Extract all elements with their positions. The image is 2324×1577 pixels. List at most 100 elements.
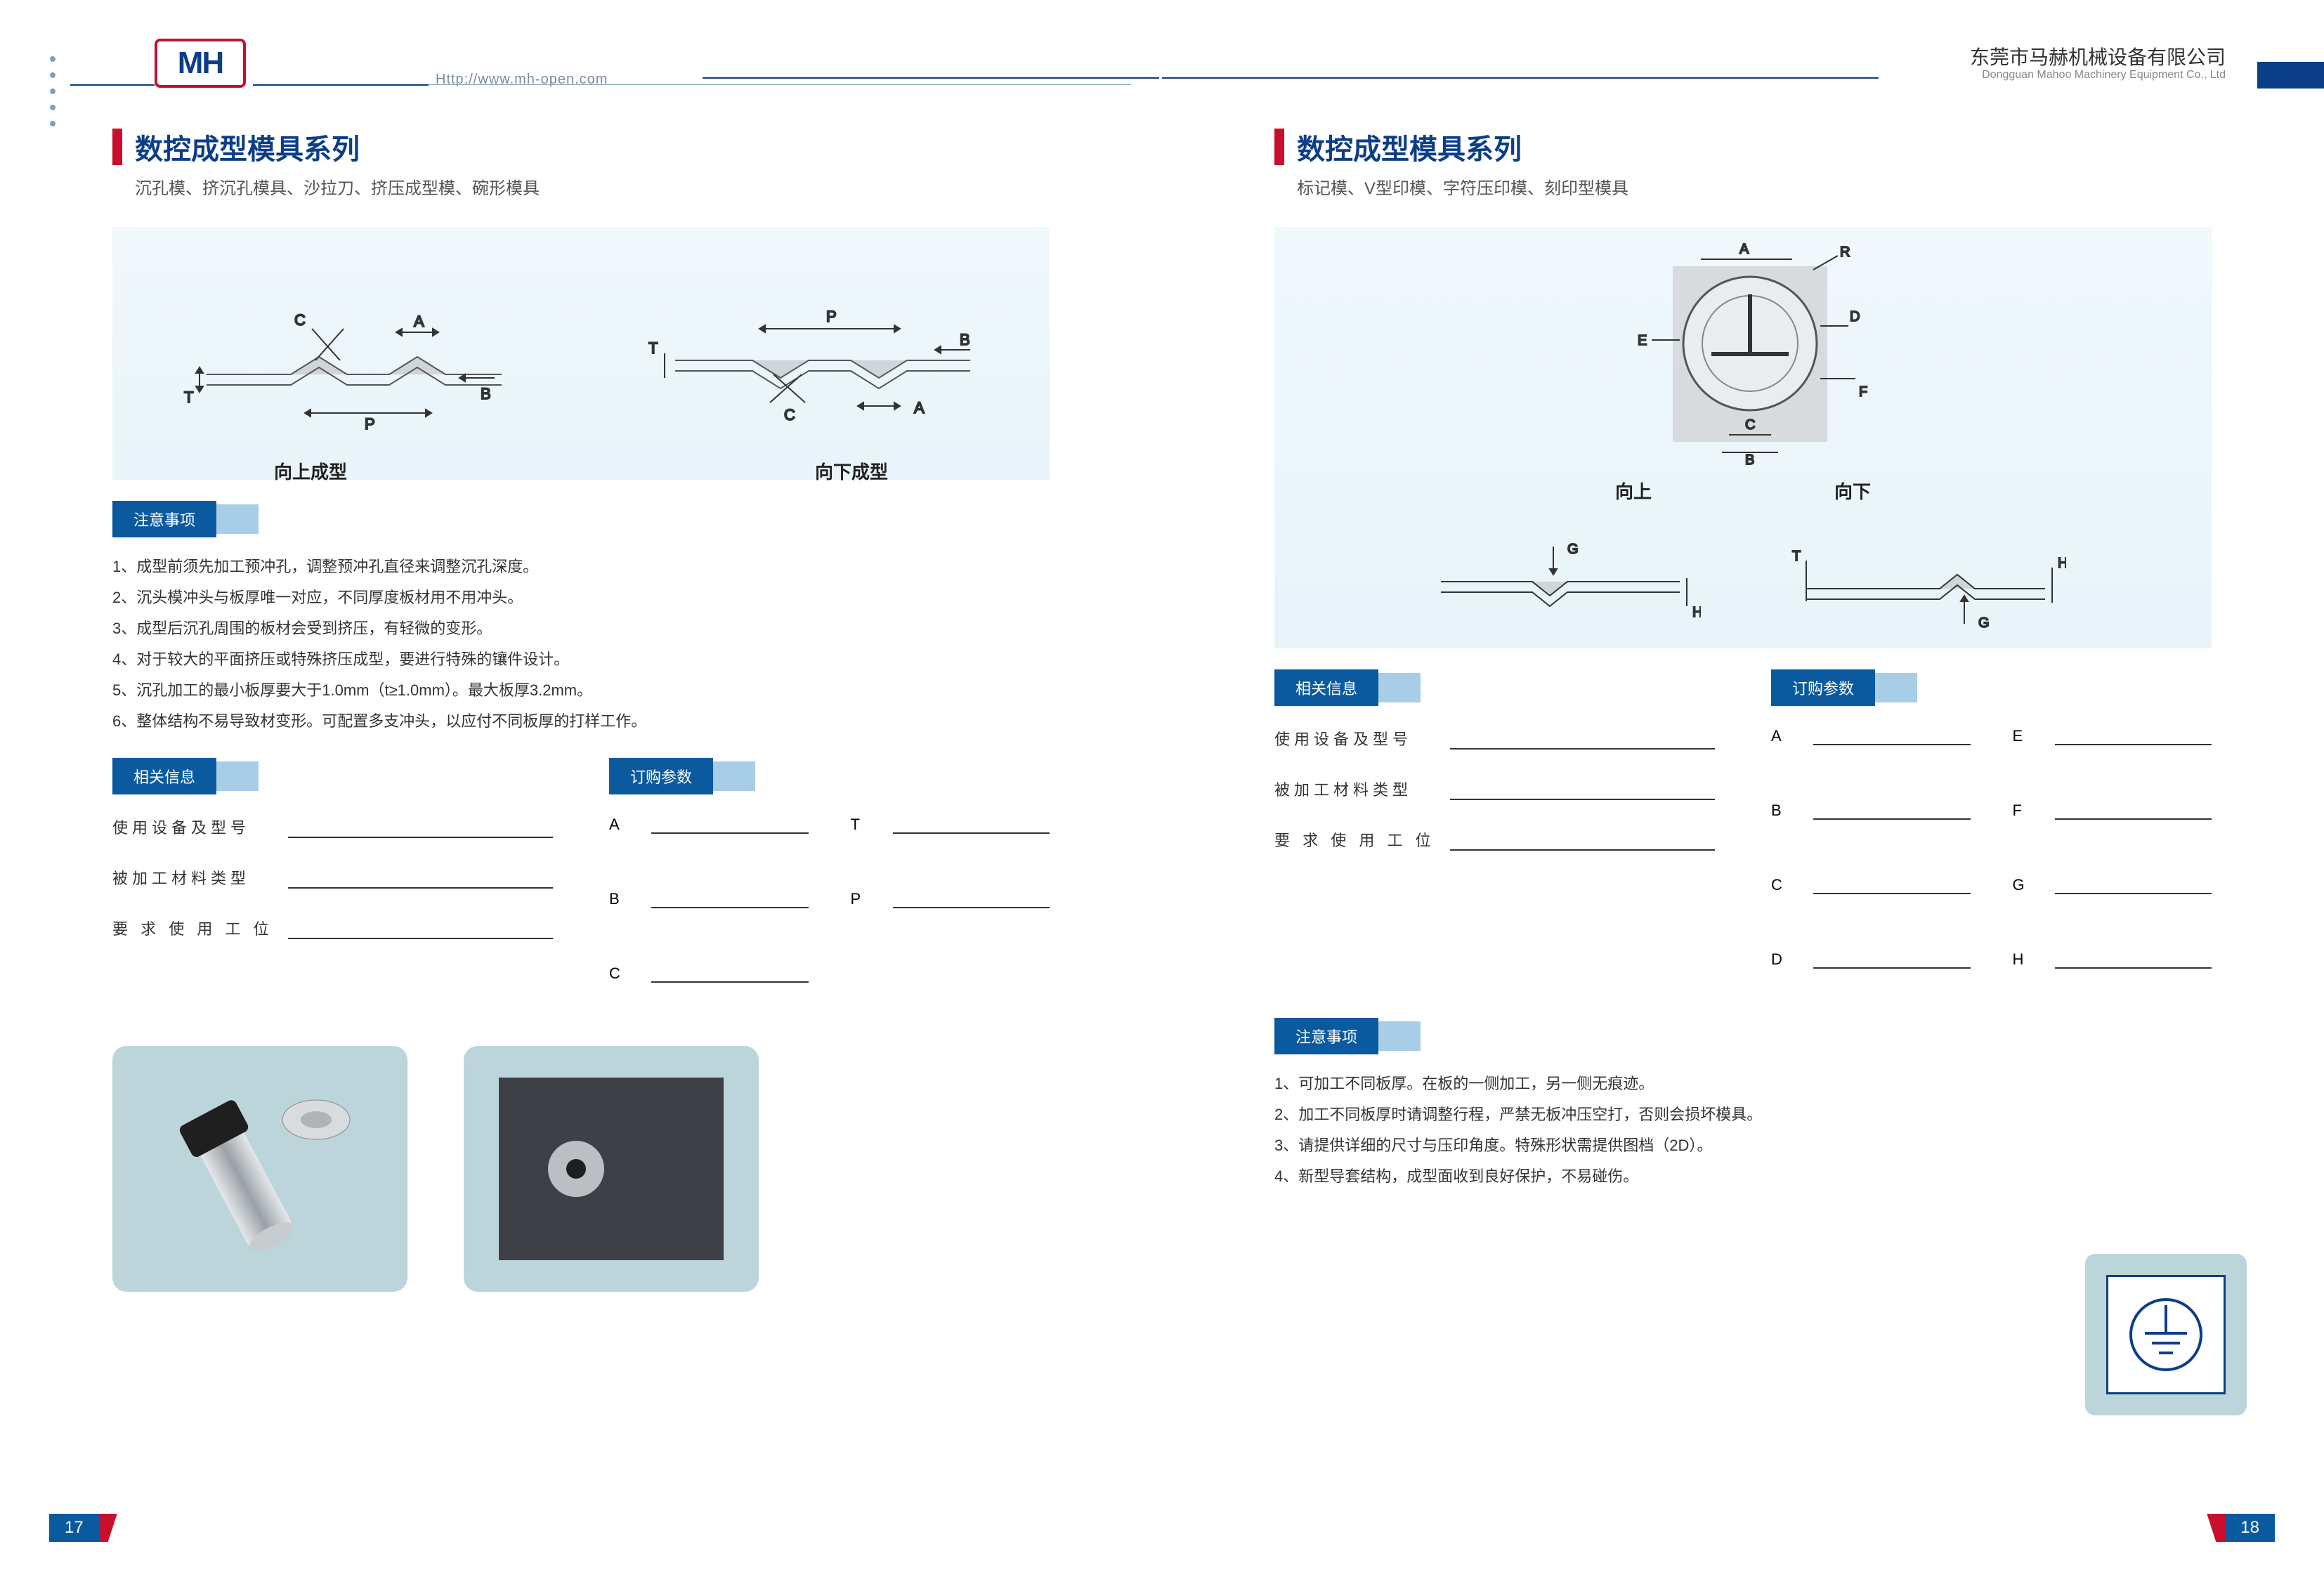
note-item: 1、成型前须先加工预冲孔，调整预冲孔直径来调整沉孔深度。 [112, 551, 1050, 582]
note-item: 4、新型导套结构，成型面收到良好保护，不易碰伤。 [1274, 1161, 1963, 1192]
left-header: MH Http://www.mh-open.com [0, 28, 1162, 84]
param-field: D [1771, 950, 1971, 969]
svg-text:A: A [1739, 242, 1749, 257]
page-title: 数控成型模具系列 [1297, 126, 1522, 167]
v-groove-down-diagram: T H G [1785, 525, 2066, 638]
page-subtitle: 沉孔模、挤沉孔模具、沙拉刀、挤压成型模、碗形模具 [135, 174, 1092, 199]
svg-text:F: F [1859, 384, 1867, 400]
param-field: B [1771, 801, 1971, 820]
forming-diagrams: C A T P B P B [112, 227, 1050, 480]
param-field: G [2013, 876, 2212, 894]
upward-forming-diagram: C A T P B [164, 262, 530, 445]
caption-up: 向上 [1615, 478, 1652, 504]
info-heading: 相关信息 [1274, 669, 1378, 706]
param-field: A [609, 816, 809, 834]
note-item: 6、整体结构不易导致材变形。可配置多支冲头，以应付不同板厚的打样工作。 [112, 706, 1050, 737]
order-heading: 订购参数 [1771, 669, 1875, 706]
param-field: A [1771, 727, 1971, 745]
order-heading: 订购参数 [609, 758, 713, 794]
svg-text:T: T [1792, 549, 1801, 564]
right-header: 东莞市马赫机械设备有限公司 Dongguan Mahoo Machinery E… [1162, 28, 2324, 84]
downward-forming-diagram: P B T C A [633, 262, 998, 445]
info-heading: 相关信息 [112, 758, 216, 794]
notes-heading: 注意事项 [1274, 1018, 1378, 1054]
website-url: Http://www.mh-open.com [436, 72, 608, 88]
v-groove-up-diagram: G H [1420, 525, 1701, 638]
svg-text:E: E [1638, 333, 1647, 348]
svg-text:B: B [960, 331, 970, 348]
svg-text:D: D [1850, 309, 1860, 325]
param-field: F [2013, 801, 2212, 820]
svg-text:B: B [1745, 452, 1754, 468]
company-name-cn: 东莞市马赫机械设备有限公司 [1970, 42, 2226, 70]
svg-text:A: A [914, 399, 925, 417]
note-item: 5、沉孔加工的最小板厚要大于1.0mm（t≥1.0mm）。最大板厚3.2mm。 [112, 675, 1050, 706]
section-title-left: 数控成型模具系列 [112, 126, 1092, 167]
page-title: 数控成型模具系列 [135, 126, 360, 167]
red-accent-bar [112, 129, 122, 165]
svg-text:R: R [1840, 244, 1850, 260]
section-title-right: 数控成型模具系列 [1274, 126, 2254, 167]
upward-caption: 向上成型 [274, 458, 347, 484]
param-field: C [609, 964, 809, 983]
svg-text:H: H [2058, 556, 2066, 571]
caption-down: 向下 [1834, 478, 1871, 504]
page-number-left: 17 [49, 1514, 99, 1542]
note-item: 1、可加工不同板厚。在板的一侧加工，另一侧无痕迹。 [1274, 1068, 1963, 1099]
circular-die-diagram: A R E D F C B [1560, 238, 1926, 470]
related-info-col: 相关信息 使用设备及型号 被加工材料类型 要 求 使 用 工 位 [112, 758, 553, 1011]
order-params-col: 订购参数 A E B F C G D H [1771, 669, 2212, 997]
param-field: T [851, 816, 1050, 834]
info-field: 使用设备及型号 [1274, 727, 1715, 750]
notes-list-right: 1、可加工不同板厚。在板的一侧加工，另一侧无痕迹。 2、加工不同板厚时请调整行程… [1274, 1068, 1963, 1192]
ground-symbol-icon [2106, 1275, 2226, 1394]
info-order-columns-right: 相关信息 使用设备及型号 被加工材料类型 要 求 使 用 工 位 订购参数 A … [1274, 669, 2212, 997]
page-number-right: 18 [2225, 1514, 2275, 1542]
photo-punch-set [112, 1046, 407, 1292]
notes-heading: 注意事项 [112, 501, 216, 537]
mh-logo: MH [155, 39, 246, 88]
page-18: 东莞市马赫机械设备有限公司 Dongguan Mahoo Machinery E… [1162, 0, 2324, 1577]
svg-text:T: T [648, 339, 658, 357]
order-params-col: 订购参数 A T B P C [609, 758, 1050, 1011]
note-item: 3、成型后沉孔周围的板材会受到挤压，有轻微的变形。 [112, 613, 1050, 644]
svg-text:C: C [784, 406, 795, 424]
svg-text:C: C [294, 311, 306, 329]
svg-text:H: H [1692, 605, 1701, 620]
related-info-col: 相关信息 使用设备及型号 被加工材料类型 要 求 使 用 工 位 [1274, 669, 1715, 997]
corner-block [2257, 62, 2324, 89]
product-photos [112, 1046, 1050, 1292]
info-order-columns-left: 相关信息 使用设备及型号 被加工材料类型 要 求 使 用 工 位 订购参数 [112, 758, 1050, 1011]
deco-dots [42, 56, 63, 126]
svg-text:B: B [481, 385, 491, 403]
svg-text:P: P [826, 308, 837, 325]
info-field: 要 求 使 用 工 位 [1274, 828, 1715, 851]
company-name-en: Dongguan Mahoo Machinery Equipment Co., … [1982, 69, 2226, 81]
svg-text:P: P [365, 415, 375, 433]
note-item: 2、沉头模冲头与板厚唯一对应，不同厚度板材用不用冲头。 [112, 582, 1050, 613]
note-item: 4、对于较大的平面挤压或特殊挤压成型，要进行特殊的镶件设计。 [112, 644, 1050, 675]
badge-light-accent [216, 504, 259, 534]
info-field: 使用设备及型号 [112, 816, 553, 838]
page-subtitle: 标记模、V型印模、字符压印模、刻印型模具 [1297, 174, 2254, 199]
note-item: 3、请提供详细的尺寸与压印角度。特殊形状需提供图档（2D）。 [1274, 1130, 1963, 1161]
ground-symbol-card [2085, 1254, 2247, 1415]
marking-die-diagrams: A R E D F C B 向上 向下 [1274, 227, 2212, 648]
param-field: B [609, 890, 809, 908]
param-field: P [851, 890, 1050, 908]
svg-text:T: T [184, 388, 193, 406]
notes-list-left: 1、成型前须先加工预冲孔，调整预冲孔直径来调整沉孔深度。 2、沉头模冲头与板厚唯… [112, 551, 1050, 737]
param-field: C [1771, 876, 1971, 894]
notes-heading-row: 注意事项 [1274, 1018, 2212, 1054]
param-field: E [2013, 727, 2212, 745]
photo-die-plate [464, 1046, 759, 1292]
svg-text:G: G [1567, 542, 1579, 557]
notes-heading-row: 注意事项 [112, 501, 1050, 537]
svg-text:C: C [1745, 417, 1755, 433]
downward-caption: 向下成型 [815, 458, 888, 484]
svg-text:G: G [1978, 615, 1990, 631]
param-field: H [2013, 950, 2212, 969]
page-17: MH Http://www.mh-open.com 数控成型模具系列 沉孔模、挤… [0, 0, 1162, 1577]
info-field: 被加工材料类型 [112, 866, 553, 889]
svg-text:A: A [414, 313, 424, 330]
